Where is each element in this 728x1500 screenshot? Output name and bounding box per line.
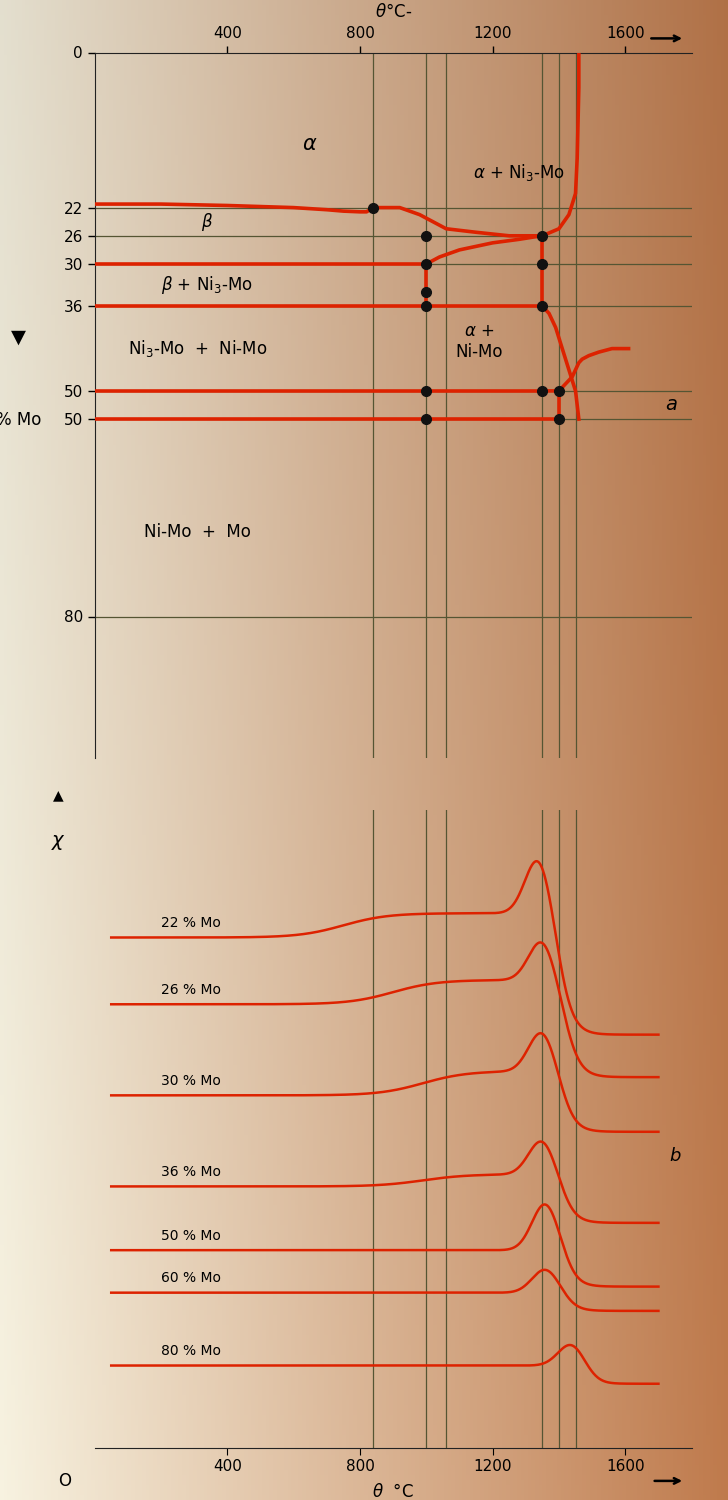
Text: 36 % Mo: 36 % Mo (161, 1166, 221, 1179)
Text: $\beta$: $\beta$ (202, 210, 213, 232)
Text: $\chi$: $\chi$ (51, 833, 66, 852)
Text: a: a (665, 396, 678, 414)
Text: $\alpha$ + Ni$_3$-Mo: $\alpha$ + Ni$_3$-Mo (473, 162, 565, 183)
Text: % Mo: % Mo (0, 411, 41, 429)
Text: 80 % Mo: 80 % Mo (161, 1344, 221, 1359)
Text: ▲: ▲ (53, 789, 63, 802)
Text: Ni$_3$-Mo  +  Ni-Mo: Ni$_3$-Mo + Ni-Mo (128, 338, 267, 358)
Text: 22 % Mo: 22 % Mo (161, 916, 221, 930)
Text: $\beta$ + Ni$_3$-Mo: $\beta$ + Ni$_3$-Mo (162, 274, 253, 296)
Text: 50 % Mo: 50 % Mo (161, 1228, 221, 1244)
Text: b: b (669, 1148, 681, 1166)
X-axis label: $\theta$°C-: $\theta$°C- (374, 3, 412, 21)
X-axis label: $\theta$  °C: $\theta$ °C (372, 1482, 414, 1500)
Text: $\alpha$ +
Ni-Mo: $\alpha$ + Ni-Mo (456, 322, 503, 362)
Text: 60 % Mo: 60 % Mo (161, 1272, 221, 1286)
Text: Ni-Mo  +  Mo: Ni-Mo + Mo (144, 524, 251, 542)
Text: 30 % Mo: 30 % Mo (161, 1074, 221, 1088)
Text: 26 % Mo: 26 % Mo (161, 982, 221, 998)
Text: ▼: ▼ (11, 328, 25, 346)
Text: $\alpha$: $\alpha$ (302, 134, 318, 154)
Text: O: O (58, 1472, 71, 1490)
